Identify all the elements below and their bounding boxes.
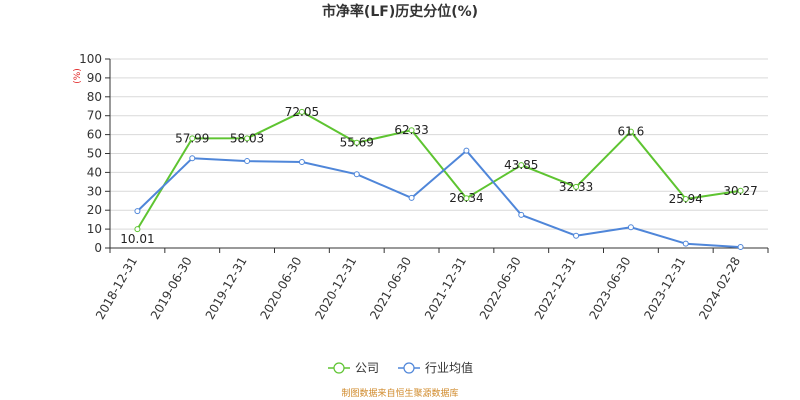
x-tick-label: 2024-02-28 bbox=[696, 255, 743, 322]
series-line-0 bbox=[136, 110, 741, 230]
x-tick-labels: 2018-12-31 2019-06-30 2019-12-31 2020-06-30… bbox=[93, 254, 743, 321]
data-point bbox=[134, 208, 141, 215]
legend-marker bbox=[333, 362, 345, 374]
data-label: 61.6 bbox=[618, 125, 645, 139]
data-label: 10.01 bbox=[120, 232, 154, 246]
legend-marker bbox=[403, 362, 415, 374]
axes bbox=[105, 58, 769, 253]
x-tick-label: 2022-06-30 bbox=[477, 255, 524, 322]
legend: 公司 行业均值 bbox=[328, 360, 473, 375]
data-point bbox=[463, 195, 470, 202]
y-tick-label: 20 bbox=[87, 203, 102, 217]
x-tick-label: 2023-12-31 bbox=[641, 255, 688, 322]
legend-label: 公司 bbox=[355, 361, 379, 375]
x-tick-label: 2021-12-31 bbox=[422, 254, 469, 321]
data-point bbox=[573, 232, 580, 239]
y-tick-label: 90 bbox=[87, 71, 102, 85]
data-point bbox=[298, 159, 305, 166]
y-axis-unit: (%) bbox=[73, 68, 83, 84]
data-point bbox=[463, 147, 470, 154]
x-tick-label: 2021-06-30 bbox=[367, 255, 414, 322]
legend-item-0: 公司 bbox=[328, 361, 379, 375]
x-tick-label: 2018-12-31 bbox=[93, 255, 140, 322]
data-point bbox=[408, 127, 415, 134]
data-label: 58.03 bbox=[230, 131, 264, 145]
data-point bbox=[737, 187, 744, 194]
data-point bbox=[627, 224, 634, 231]
source-note: 制图数据来自恒生聚源数据库 bbox=[341, 387, 458, 399]
x-tick-label: 2020-12-31 bbox=[312, 255, 359, 322]
data-point bbox=[244, 135, 251, 142]
data-labels: 10.01 57.99 58.03 72.05 55.69 62.33 26.34 43.85… bbox=[120, 105, 758, 246]
data-point bbox=[244, 158, 251, 165]
data-point bbox=[627, 128, 634, 135]
data-point bbox=[353, 171, 360, 178]
data-label: 30.27 bbox=[723, 184, 757, 198]
legend-label: 行业均值 bbox=[425, 360, 473, 375]
y-tick-label: 0 bbox=[94, 241, 102, 255]
data-label: 72.05 bbox=[285, 105, 319, 119]
series-lines bbox=[134, 108, 744, 251]
chart-title: 市净率(LF)历史分位(%) bbox=[322, 3, 478, 20]
data-label: 62.33 bbox=[394, 123, 428, 137]
data-point bbox=[573, 183, 580, 190]
data-label: 25.94 bbox=[669, 192, 703, 206]
grid-lines bbox=[110, 58, 768, 230]
x-tick-label: 2022-12-31 bbox=[532, 255, 579, 322]
data-label: 55.69 bbox=[340, 136, 374, 150]
x-tick-label: 2019-06-30 bbox=[148, 255, 195, 322]
y-tick-label: 80 bbox=[87, 90, 102, 104]
data-label: 26.34 bbox=[449, 191, 483, 205]
y-tick-label: 100 bbox=[79, 52, 102, 66]
data-label: 32.33 bbox=[559, 180, 593, 194]
y-tick-label: 10 bbox=[87, 222, 102, 236]
legend-item-1: 行业均值 bbox=[398, 360, 473, 375]
y-tick-label: 70 bbox=[87, 109, 102, 123]
y-tick-labels: 0 10 20 30 40 50 60 70 80 90 100 bbox=[79, 52, 102, 255]
y-tick-label: 40 bbox=[87, 165, 102, 179]
series-line-1 bbox=[136, 149, 741, 249]
data-point bbox=[518, 211, 525, 218]
data-point bbox=[518, 162, 525, 169]
y-tick-label: 30 bbox=[87, 184, 102, 198]
y-tick-label: 60 bbox=[87, 128, 102, 142]
y-tick-label: 50 bbox=[87, 147, 102, 161]
data-point bbox=[134, 226, 141, 233]
data-point bbox=[298, 108, 305, 115]
data-point bbox=[408, 194, 415, 201]
data-point bbox=[682, 195, 689, 202]
data-label: 57.99 bbox=[175, 131, 209, 145]
x-tick-label: 2020-06-30 bbox=[258, 255, 305, 322]
data-point bbox=[189, 135, 196, 142]
data-point bbox=[189, 155, 196, 162]
data-point bbox=[737, 244, 744, 251]
data-point bbox=[682, 240, 689, 247]
x-tick-label: 2019-12-31 bbox=[203, 254, 250, 321]
x-tick-label: 2023-06-30 bbox=[587, 255, 634, 322]
data-point bbox=[353, 139, 360, 146]
data-label: 43.85 bbox=[504, 158, 538, 172]
